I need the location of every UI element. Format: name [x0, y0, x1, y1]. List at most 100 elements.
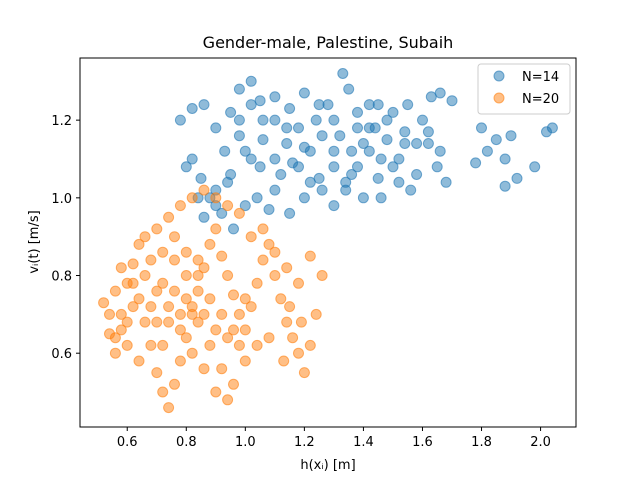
scatter-point-s1-42 [257, 223, 269, 235]
scatter-point-s0-0 [225, 106, 237, 118]
scatter-point-s0-65 [511, 172, 523, 184]
scatter-point-s1-77 [157, 339, 169, 351]
scatter-point-s1-62 [192, 316, 204, 328]
y-tick-label-2: 1.0 [51, 192, 72, 207]
scatter-point-s1-45 [222, 200, 234, 212]
scatter-point-s0-35 [239, 145, 251, 157]
scatter-point-s0-103 [316, 184, 328, 196]
scatter-point-s1-87 [239, 293, 251, 305]
scatter-point-s0-26 [372, 172, 384, 184]
scatter-point-s0-48 [269, 153, 281, 165]
scatter-point-s1-48 [186, 192, 198, 204]
scatter-point-s1-23 [233, 308, 245, 320]
scatter-point-s1-55 [109, 285, 121, 297]
scatter-point-s1-52 [139, 270, 151, 281]
plot-frame [79, 57, 577, 428]
scatter-point-s1-7 [139, 231, 151, 243]
scatter-point-s0-42 [198, 99, 210, 111]
scatter-point-s1-25 [245, 301, 257, 313]
scatter-point-s1-59 [157, 277, 169, 289]
scatter-point-s0-108 [375, 153, 387, 165]
scatter-point-s0-29 [328, 145, 340, 157]
x-tick-label-6: 1.8 [471, 435, 492, 450]
scatter-point-s1-31 [281, 316, 293, 328]
scatter-point-s0-40 [174, 114, 186, 126]
scatter-point-s1-92 [180, 246, 192, 258]
scatter-point-s0-23 [411, 169, 423, 180]
scatter-point-s1-5 [127, 258, 139, 270]
scatter-point-s0-84 [357, 138, 369, 149]
scatter-point-s0-52 [316, 130, 328, 142]
scatter-point-s0-69 [546, 122, 558, 134]
scatter-point-s1-22 [228, 289, 239, 301]
scatter-point-s1-0 [98, 297, 110, 309]
scatter-point-s1-57 [133, 355, 145, 367]
scatter-point-s1-11 [163, 402, 175, 414]
x-tick-label-2: 1.0 [235, 435, 256, 450]
scatter-point-s0-3 [254, 95, 266, 107]
scatter-point-s1-95 [145, 254, 157, 266]
scatter-point-s1-46 [210, 192, 222, 204]
scatter-point-s0-67 [529, 161, 541, 173]
scatter-point-s0-104 [328, 200, 340, 212]
scatter-point-s1-74 [169, 285, 180, 297]
scatter-point-s1-54 [115, 324, 127, 336]
scatter-point-s1-85 [263, 332, 275, 344]
scatter-point-s0-24 [393, 153, 405, 165]
scatter-point-s1-51 [151, 223, 163, 235]
scatter-point-s0-19 [446, 95, 458, 107]
scatter-point-s1-28 [263, 238, 275, 250]
scatter-point-s1-47 [198, 184, 210, 196]
scatter-point-s0-74 [239, 200, 251, 212]
scatter-point-s1-102 [186, 301, 198, 313]
y-axis-ticks: 0.6 0.8 1.0 1.2 [51, 114, 80, 362]
scatter-point-s0-72 [216, 207, 228, 219]
scatter-point-s0-45 [233, 130, 245, 142]
scatter-point-s1-88 [228, 324, 239, 336]
legend-marker-n14 [493, 70, 505, 82]
scatter-point-s0-15 [402, 99, 414, 111]
x-axis-ticks: 0.6 0.8 1.0 1.2 1.4 1.6 1.8 2.0 [117, 427, 551, 450]
scatter-point-s1-101 [174, 308, 186, 320]
scatter-point-s0-14 [387, 106, 399, 118]
scatter-point-s0-41 [186, 103, 198, 114]
scatter-point-s1-14 [180, 332, 192, 344]
chart-title: Gender-male, Palestine, Subaih [203, 33, 454, 52]
scatter-point-s0-79 [298, 141, 310, 153]
scatter-point-s1-34 [298, 367, 310, 379]
scatter-point-s1-19 [210, 223, 222, 235]
y-tick-label-1: 0.8 [51, 270, 72, 285]
scatter-point-s1-90 [204, 293, 216, 305]
scatter-point-s0-64 [505, 130, 517, 142]
scatter-point-s1-53 [127, 301, 139, 313]
scatter-point-s1-72 [210, 386, 222, 398]
scatter-point-s0-43 [210, 122, 222, 134]
scatter-point-s0-56 [363, 145, 375, 157]
scatter-point-s0-28 [346, 169, 358, 180]
scatter-point-s1-100 [163, 316, 175, 328]
scatter-point-s1-63 [204, 339, 216, 351]
scatter-point-s0-16 [417, 114, 428, 126]
scatter-point-s1-8 [145, 339, 157, 351]
scatter-point-s1-58 [145, 301, 157, 313]
scatter-point-s1-80 [115, 262, 127, 274]
scatter-point-s0-98 [257, 114, 269, 126]
y-tick-label-3: 1.2 [51, 114, 72, 129]
scatter-point-s1-35 [304, 339, 316, 351]
x-tick-label-0: 0.6 [117, 435, 138, 450]
scatter-point-s0-100 [281, 122, 293, 134]
scatter-point-s1-91 [192, 270, 204, 281]
scatter-point-s0-83 [346, 145, 358, 157]
scatter-point-s0-31 [298, 192, 310, 204]
x-axis-label: h(xᵢ) [m] [300, 458, 355, 473]
scatter-point-s0-18 [434, 87, 446, 99]
x-tick-label-5: 1.6 [412, 435, 433, 450]
scatter-point-s0-44 [219, 145, 231, 157]
scatter-point-s0-109 [387, 161, 399, 173]
scatter-point-s1-56 [121, 339, 133, 351]
scatter-point-s1-17 [198, 262, 210, 274]
scatter-point-s1-30 [275, 293, 287, 305]
scatter-point-s1-96 [133, 293, 145, 305]
scatter-point-s1-71 [198, 363, 210, 375]
scatter-point-s0-70 [470, 157, 482, 169]
